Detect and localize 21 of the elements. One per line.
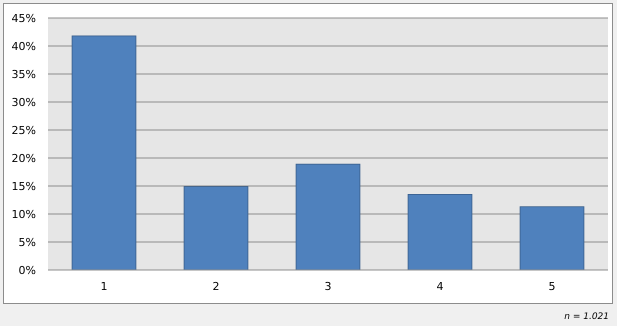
y-tick-label: 15% — [12, 180, 36, 193]
text: n = 1.021 — [564, 312, 609, 322]
y-tick-label: 25% — [12, 124, 36, 137]
y-tick-label: 0% — [18, 264, 36, 277]
y-tick-label: 10% — [12, 208, 36, 221]
y-tick-label: 30% — [12, 96, 36, 109]
bar — [72, 36, 136, 270]
bar — [296, 164, 360, 270]
x-tick-label: 4 — [436, 280, 444, 293]
x-tick-label: 5 — [548, 280, 556, 293]
x-tick-label: 1 — [100, 280, 108, 293]
bar — [408, 194, 472, 270]
y-tick-label: 35% — [12, 68, 36, 81]
y-tick-label: 45% — [12, 12, 36, 25]
y-tick-label: 5% — [18, 236, 36, 249]
x-tick-label: 2 — [212, 280, 220, 293]
y-tick-label: 20% — [12, 152, 36, 165]
bar — [184, 186, 248, 270]
y-tick-label: 40% — [12, 40, 36, 53]
bar — [520, 206, 584, 270]
x-tick-label: 3 — [324, 280, 332, 293]
